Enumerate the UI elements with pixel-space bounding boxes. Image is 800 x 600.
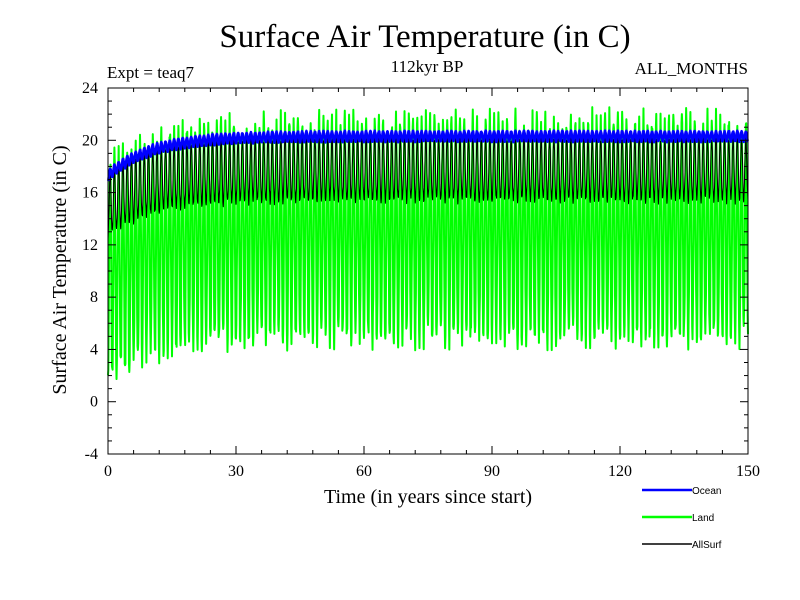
x-tick-label: 30 [228,463,244,480]
x-tick-label: 150 [736,463,760,480]
y-tick-label: 4 [90,341,98,358]
legend-label-allsurf: AllSurf [692,540,722,551]
y-tick-label: -4 [85,446,98,463]
y-tick-label: 16 [82,185,98,202]
x-tick-label: 90 [484,463,500,480]
y-tick-label: 20 [82,132,98,149]
chart-title: Surface Air Temperature (in C) [219,19,630,55]
chart-subtitle: 112kyr BP [391,57,464,76]
y-axis-label: Surface Air Temperature (in C) [49,145,71,394]
tick-layer: 0 30 60 90 120 150 -4 0 4 8 12 16 20 24 [82,80,760,480]
y-tick-label: 0 [90,394,98,411]
x-tick-label: 60 [356,463,372,480]
series-line-allsurf [107,133,749,239]
series-layer [106,106,749,381]
y-tick-label: 8 [90,289,98,306]
legend: Ocean Land AllSurf [642,486,722,551]
legend-label-land: Land [692,513,714,524]
y-tick-label: 12 [82,237,98,254]
series-line-land [107,106,749,381]
x-tick-label: 120 [608,463,632,480]
months-label: ALL_MONTHS [635,59,748,78]
experiment-label: Expt = teaq7 [107,63,195,82]
y-tick-label: 24 [82,80,98,97]
series-line-ocean [106,129,749,182]
x-tick-label: 0 [104,463,112,480]
legend-label-ocean: Ocean [692,486,721,497]
x-axis-label: Time (in years since start) [324,486,532,508]
